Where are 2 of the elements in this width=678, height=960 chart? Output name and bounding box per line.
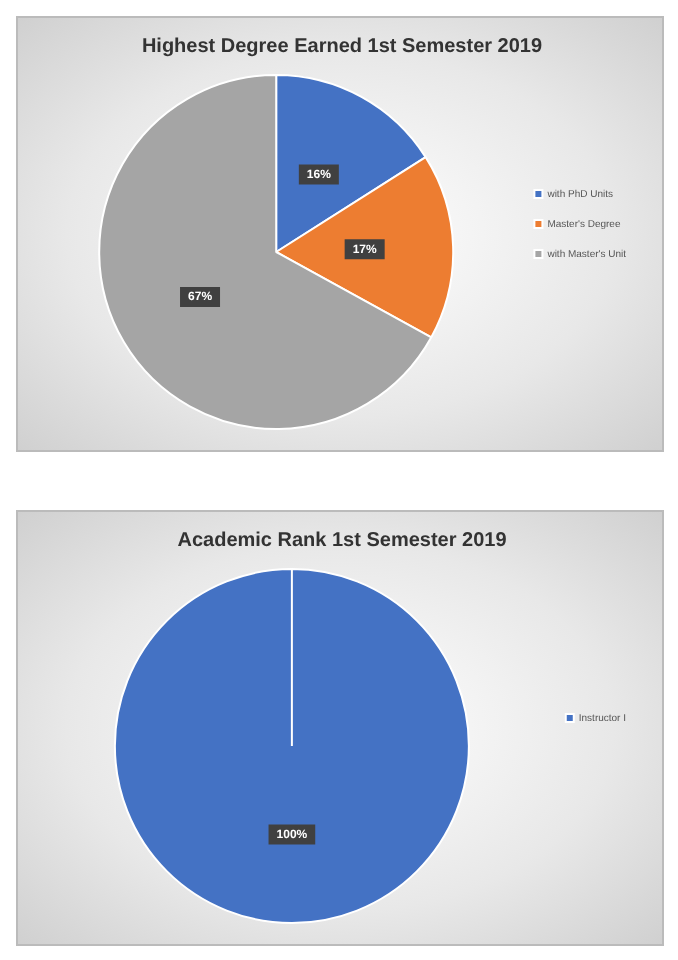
- chart-title: Highest Degree Earned 1st Semester 2019: [141, 35, 543, 58]
- chart-title: Academic Rank 1st Semester 2019: [177, 529, 508, 552]
